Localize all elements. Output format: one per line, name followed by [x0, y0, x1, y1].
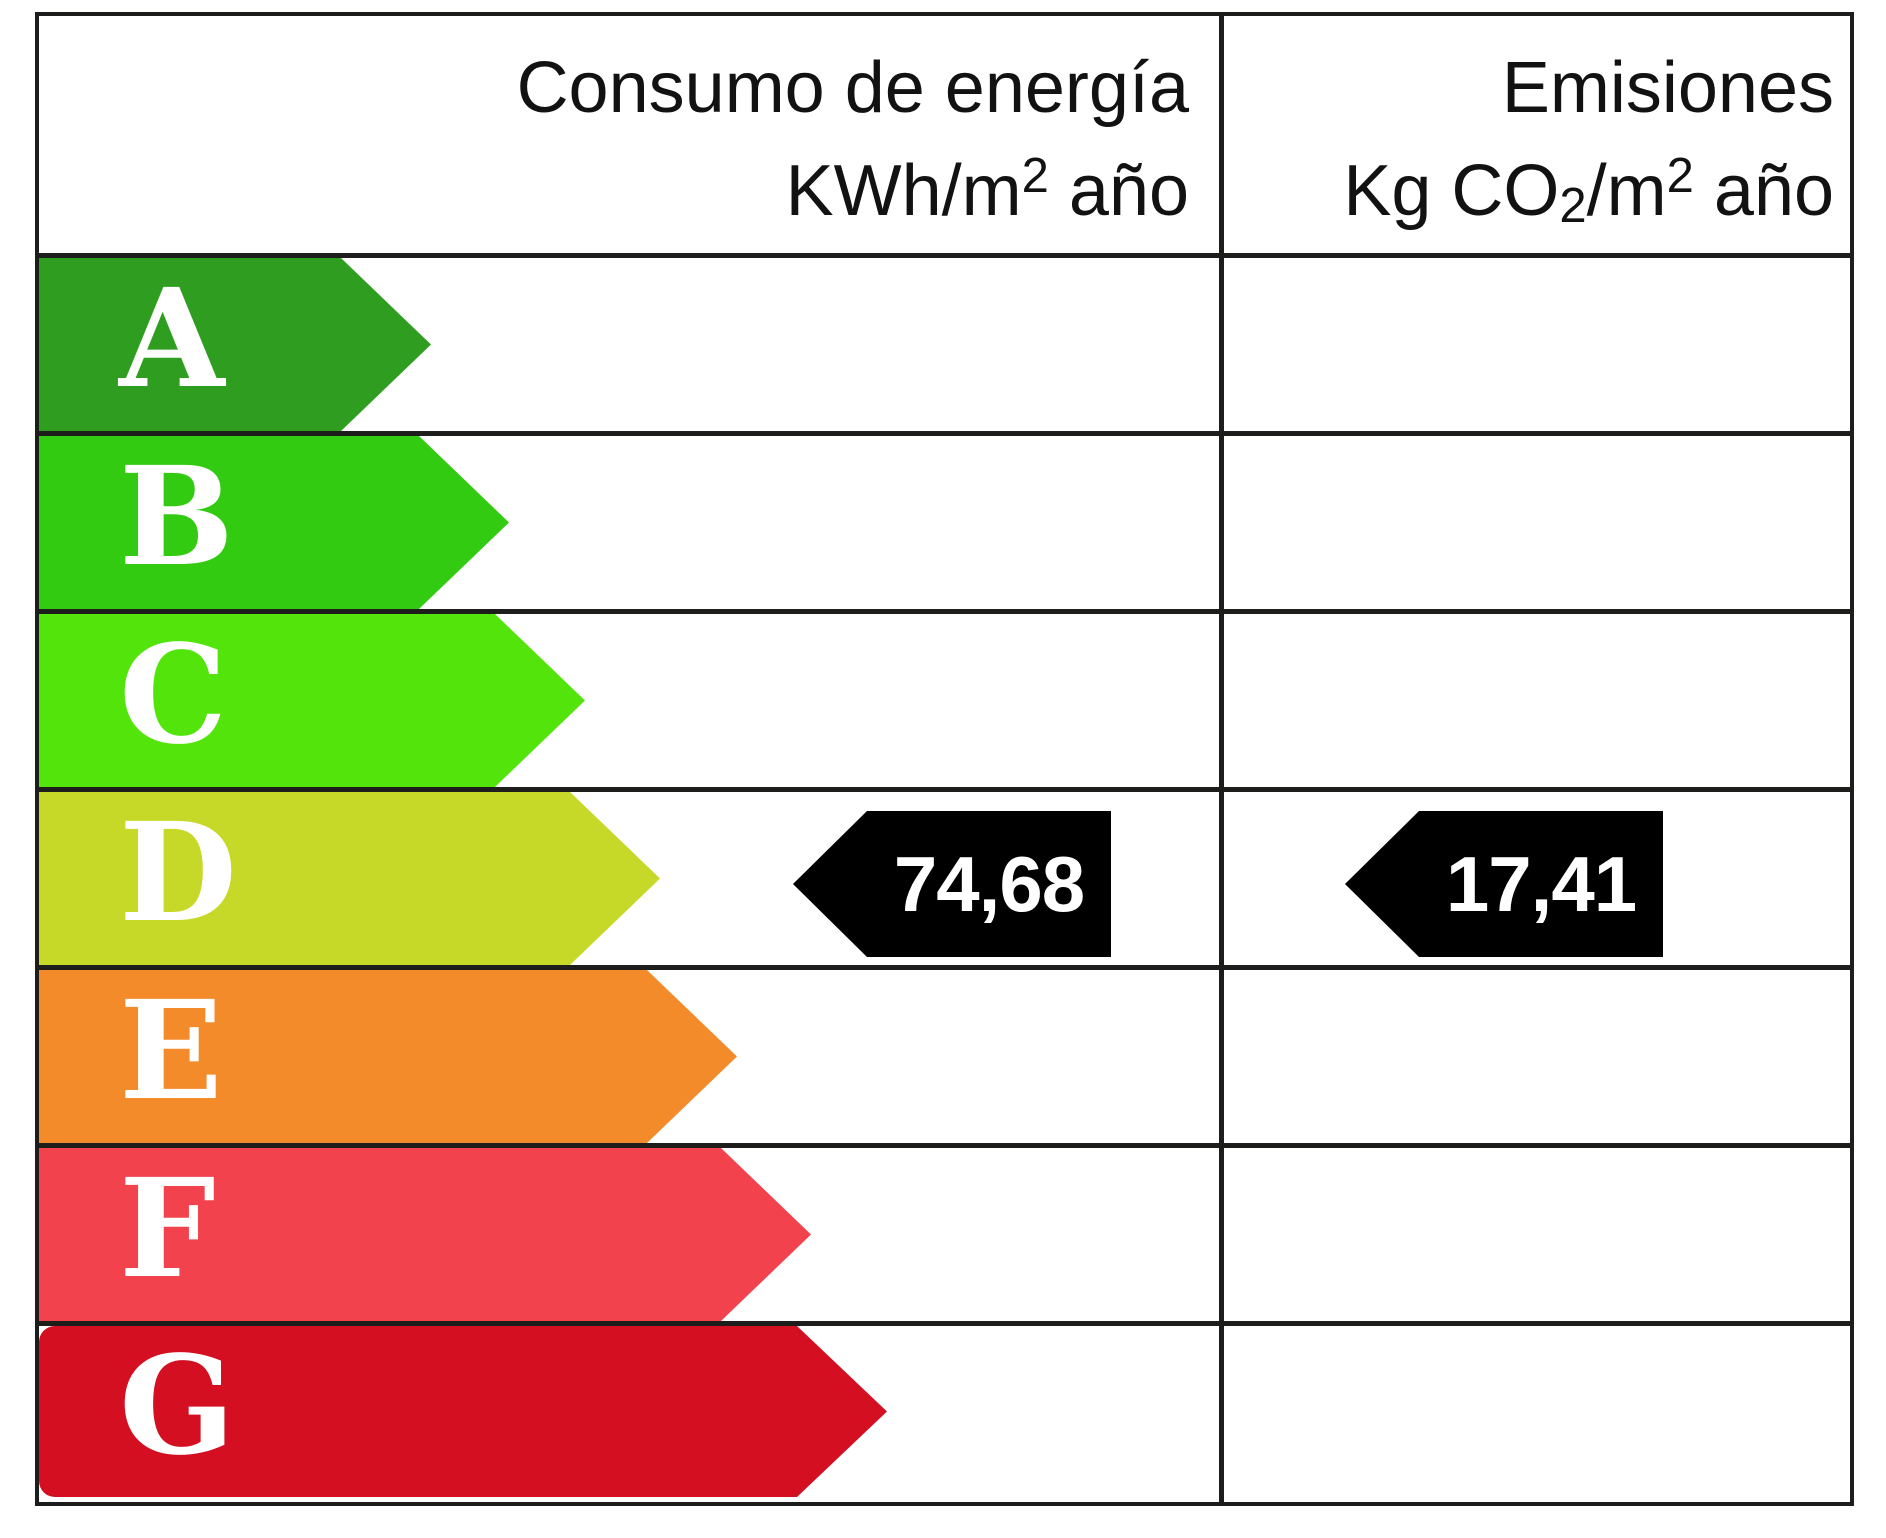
grade-row: F: [39, 1148, 1850, 1326]
grade-arrow: B: [39, 436, 509, 609]
grade-arrow: E: [39, 970, 737, 1143]
grade-row: B: [39, 436, 1850, 614]
grade-letter: F: [119, 1161, 216, 1297]
subscript-2: 2: [1559, 179, 1586, 233]
grade-letter: B: [119, 449, 234, 585]
emissions-value: 17,41: [1446, 840, 1636, 928]
emissions-column-header: Emisiones Kg CO2/m2 año: [1219, 16, 1850, 253]
grade-letter: D: [119, 805, 237, 941]
energy-value: 74,68: [894, 840, 1084, 928]
grade-letter: A: [119, 271, 225, 407]
grade-letter: E: [119, 983, 223, 1119]
emissions-header-line2: Kg CO2/m2 año: [1343, 151, 1834, 231]
grade-letter: C: [119, 627, 227, 763]
grade-arrow: F: [39, 1148, 811, 1321]
energy-header-line2: KWh/m2 año: [786, 151, 1189, 231]
energy-header-line1: Consumo de energía: [517, 48, 1189, 128]
grade-arrow: A: [39, 258, 431, 431]
grade-row: C: [39, 614, 1850, 792]
grade-arrow: G: [39, 1326, 887, 1497]
grade-row: E: [39, 970, 1850, 1148]
superscript-2: 2: [1667, 149, 1694, 203]
superscript-2: 2: [1022, 149, 1049, 203]
table-header: Consumo de energía KWh/m2 año Emisiones …: [39, 16, 1850, 258]
grade-letter: G: [119, 1338, 235, 1474]
grade-row: G: [39, 1326, 1850, 1497]
grade-row: A: [39, 258, 1850, 436]
grade-arrow: D: [39, 792, 660, 965]
energy-column-header: Consumo de energía KWh/m2 año: [39, 16, 1219, 253]
grade-arrow: C: [39, 614, 585, 787]
emissions-header-line1: Emisiones: [1502, 48, 1834, 128]
energy-efficiency-label: Consumo de energía KWh/m2 año Emisiones …: [35, 12, 1854, 1506]
column-divider: [1219, 16, 1224, 1502]
